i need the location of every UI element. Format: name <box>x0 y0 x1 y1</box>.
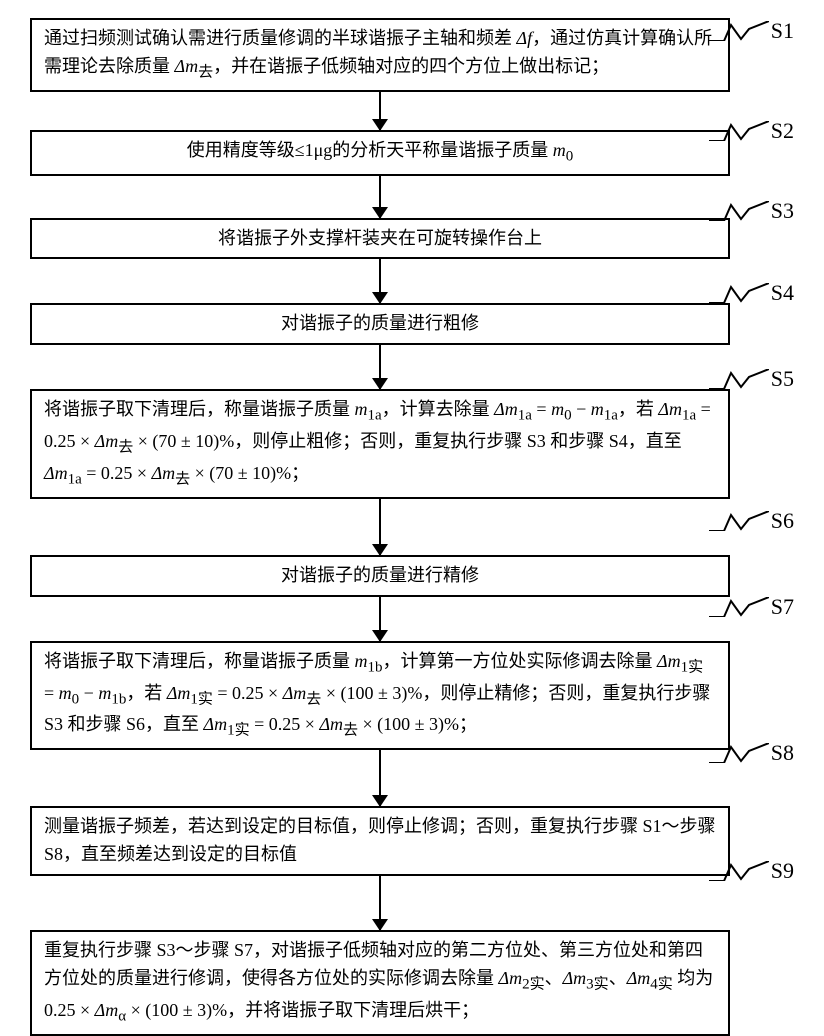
zigzag-icon <box>709 369 769 389</box>
step-label-connector: S3 <box>709 198 794 224</box>
zigzag-icon <box>709 21 769 41</box>
step-box-s6: 对谐振子的质量进行精修 <box>30 555 730 597</box>
flow-arrow-icon <box>379 876 381 930</box>
step-box-s3: 将谐振子外支撑杆装夹在可旋转操作台上 <box>30 218 730 260</box>
step-label: S3 <box>771 198 794 224</box>
step-box-s4: 对谐振子的质量进行粗修 <box>30 303 730 345</box>
zigzag-icon <box>709 861 769 881</box>
step-text: 对谐振子的质量进行精修 <box>281 565 479 585</box>
step-box-s8: 测量谐振子频差，若达到设定的目标值，则停止修调；否则，重复执行步骤 S1～步骤 … <box>30 806 730 876</box>
step-text: 将谐振子外支撑杆装夹在可旋转操作台上 <box>218 228 542 248</box>
flow-arrow-icon <box>379 259 381 303</box>
step-label: S6 <box>771 508 794 534</box>
flow-arrow-icon <box>379 176 381 218</box>
zigzag-icon <box>709 743 769 763</box>
zigzag-icon <box>709 597 769 617</box>
flow-arrow-icon <box>379 597 381 641</box>
step-label-connector: S2 <box>709 118 794 144</box>
step-text: 将谐振子取下清理后，称量谐振子质量 m1a，计算去除量 Δm1a = m0 − … <box>44 399 711 483</box>
flow-arrow-icon <box>379 750 381 806</box>
step-label: S8 <box>771 740 794 766</box>
step-text: 对谐振子的质量进行粗修 <box>281 313 479 333</box>
zigzag-icon <box>709 121 769 141</box>
step-label: S9 <box>771 858 794 884</box>
step-label: S7 <box>771 594 794 620</box>
step-text: 重复执行步骤 S3～步骤 S7，对谐振子低频轴对应的第二方位处、第三方位处和第四… <box>44 940 713 1020</box>
step-box-s5: 将谐振子取下清理后，称量谐振子质量 m1a，计算去除量 Δm1a = m0 − … <box>30 389 730 499</box>
step-text: 通过扫频测试确认需进行质量修调的半球谐振子主轴和频差 Δf，通过仿真计算确认所需… <box>44 28 712 76</box>
zigzag-icon <box>709 201 769 221</box>
step-label-connector: S8 <box>709 740 794 766</box>
step-label-connector: S4 <box>709 280 794 306</box>
step-box-s1: 通过扫频测试确认需进行质量修调的半球谐振子主轴和频差 Δf，通过仿真计算确认所需… <box>30 18 730 92</box>
step-label-connector: S9 <box>709 858 794 884</box>
step-label: S1 <box>771 18 794 44</box>
step-label-connector: S5 <box>709 366 794 392</box>
step-text: 测量谐振子频差，若达到设定的目标值，则停止修调；否则，重复执行步骤 S1～步骤 … <box>44 816 716 864</box>
flow-arrow-icon <box>379 345 381 389</box>
zigzag-icon <box>709 511 769 531</box>
flowchart-container: 通过扫频测试确认需进行质量修调的半球谐振子主轴和频差 Δf，通过仿真计算确认所需… <box>25 18 735 1036</box>
step-label-connector: S1 <box>709 18 794 44</box>
step-box-s9: 重复执行步骤 S3～步骤 S7，对谐振子低频轴对应的第二方位处、第三方位处和第四… <box>30 930 730 1036</box>
step-box-s2: 使用精度等级≤1μg的分析天平称量谐振子质量 m0 <box>30 130 730 176</box>
flow-arrow-icon <box>379 92 381 130</box>
step-label: S2 <box>771 118 794 144</box>
step-text: 将谐振子取下清理后，称量谐振子质量 m1b，计算第一方位处实际修调去除量 Δm1… <box>44 651 710 735</box>
flow-arrow-icon <box>379 499 381 555</box>
step-text: 使用精度等级≤1μg的分析天平称量谐振子质量 m0 <box>187 140 574 160</box>
step-label: S4 <box>771 280 794 306</box>
zigzag-icon <box>709 283 769 303</box>
step-box-s7: 将谐振子取下清理后，称量谐振子质量 m1b，计算第一方位处实际修调去除量 Δm1… <box>30 641 730 751</box>
step-label: S5 <box>771 366 794 392</box>
step-label-connector: S6 <box>709 508 794 534</box>
step-label-connector: S7 <box>709 594 794 620</box>
